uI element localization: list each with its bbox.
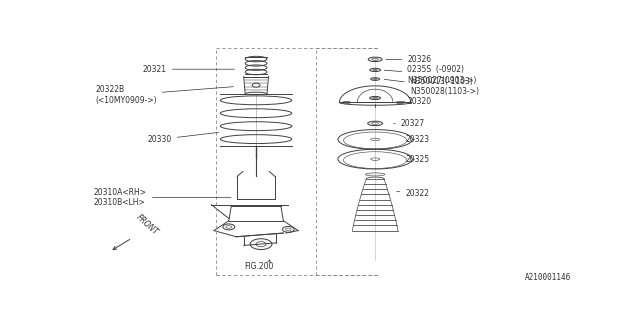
- Ellipse shape: [372, 97, 378, 99]
- Text: FIG.200: FIG.200: [244, 262, 273, 271]
- Text: N350013(-1103)
N350028(1103->): N350013(-1103) N350028(1103->): [385, 77, 479, 96]
- Text: 20321: 20321: [143, 65, 234, 74]
- Text: 20327: 20327: [394, 119, 425, 128]
- Ellipse shape: [372, 123, 378, 124]
- Circle shape: [226, 226, 232, 228]
- Ellipse shape: [367, 121, 383, 126]
- Circle shape: [252, 83, 260, 87]
- Text: 0235S  (-0902)
N350027(0903->): 0235S (-0902) N350027(0903->): [385, 65, 477, 84]
- Text: 20330: 20330: [147, 132, 219, 144]
- Circle shape: [285, 228, 291, 231]
- Text: 20322B
(<10MY0909->): 20322B (<10MY0909->): [95, 85, 234, 105]
- Circle shape: [250, 239, 272, 250]
- Ellipse shape: [396, 101, 404, 104]
- Ellipse shape: [342, 101, 351, 104]
- Circle shape: [256, 242, 266, 247]
- Circle shape: [223, 224, 235, 230]
- Ellipse shape: [373, 79, 377, 80]
- Ellipse shape: [371, 158, 380, 160]
- Text: 20323: 20323: [405, 135, 429, 144]
- Ellipse shape: [370, 96, 381, 100]
- Text: A210001146: A210001146: [525, 273, 571, 282]
- Text: 20322: 20322: [397, 189, 429, 198]
- Circle shape: [282, 227, 294, 232]
- Ellipse shape: [368, 57, 382, 61]
- Ellipse shape: [365, 173, 385, 176]
- Text: 20320: 20320: [404, 97, 431, 106]
- Ellipse shape: [372, 58, 378, 60]
- Ellipse shape: [370, 68, 381, 72]
- Text: FRONT: FRONT: [134, 213, 160, 237]
- Ellipse shape: [371, 78, 380, 80]
- Text: 20326: 20326: [386, 55, 431, 64]
- Ellipse shape: [373, 69, 378, 70]
- Text: 20310A<RH>
20310B<LH>: 20310A<RH> 20310B<LH>: [94, 188, 231, 207]
- Ellipse shape: [371, 138, 380, 141]
- Text: 20325: 20325: [405, 155, 429, 164]
